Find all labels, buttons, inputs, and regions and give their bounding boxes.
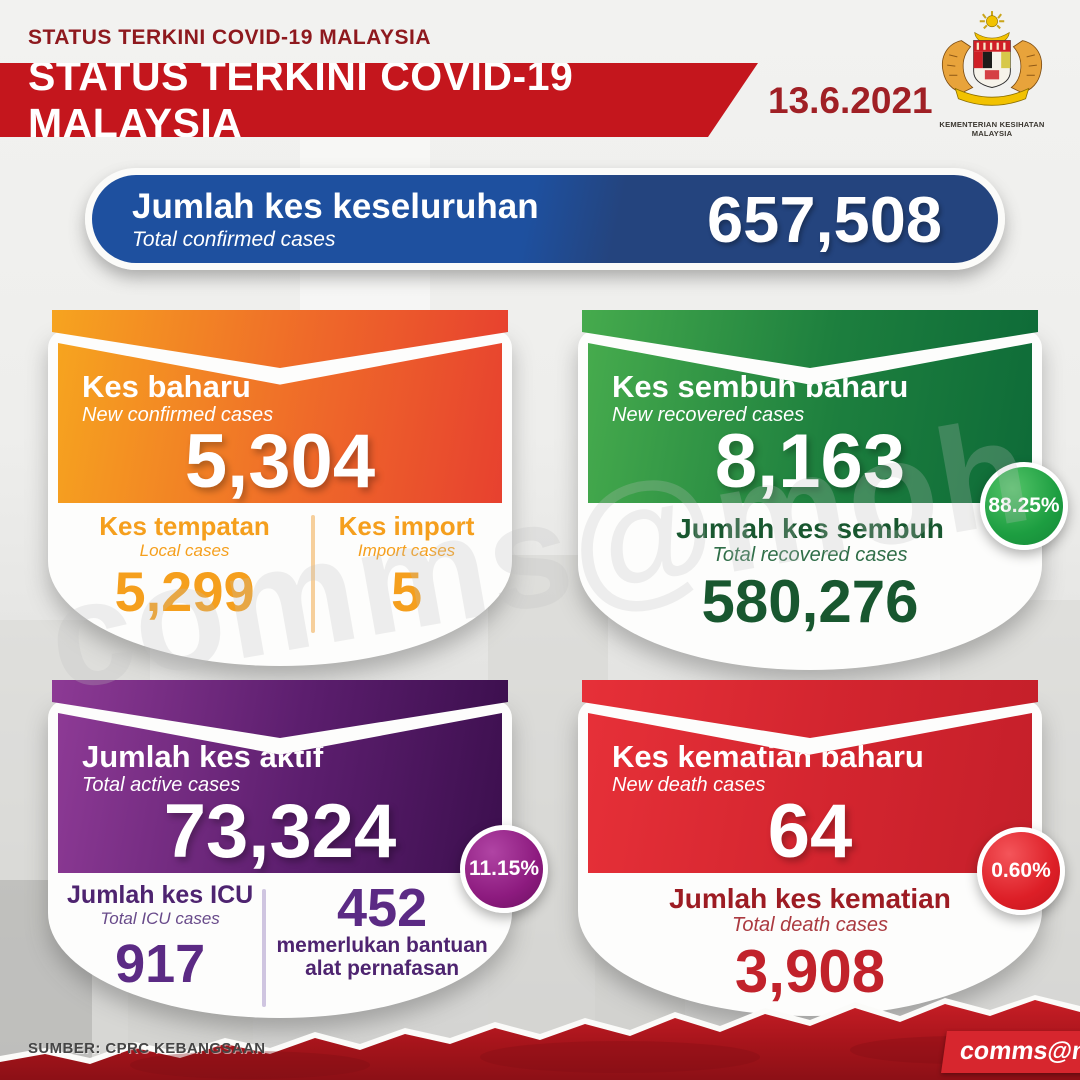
banner-title: STATUS TERKINI COVID-19 MALAYSIA <box>28 53 574 146</box>
icu-label-en: Total ICU cases <box>100 909 220 928</box>
active-value: 73,324 <box>163 789 397 875</box>
card-new-cases: Kes baharu New confirmed cases 5,304 Kes… <box>48 310 512 666</box>
total-deaths-value: 3,908 <box>734 938 886 1005</box>
total-deaths-label-en: Total death cases <box>731 914 889 936</box>
card-footer-area: Jumlah kes kematian Total death cases 3,… <box>588 873 1032 1023</box>
icu-label-my: Jumlah kes ICU <box>67 881 254 909</box>
total-recovered-label-en: Total recovered cases <box>712 544 908 566</box>
card-active: Jumlah kes aktif Total active cases 73,3… <box>48 680 548 1018</box>
moh-logo: KEMENTERIAN KESIHATAN MALAYSIA <box>926 8 1058 138</box>
active-title-en: Total active cases <box>82 774 241 796</box>
total-cases-labels: Jumlah kes keseluruhan Total confirmed c… <box>132 187 539 252</box>
local-cases-block: Kes tempatan Local cases 5,299 <box>58 503 311 620</box>
credit-badge: comms@moh <box>941 1031 1080 1073</box>
page-title: STATUS TERKINI COVID-19 MALAYSIA <box>28 26 431 49</box>
icu-value: 917 <box>115 934 206 994</box>
new-cases-title-my: Kes baharu <box>82 369 251 404</box>
active-rate-badge: 11.15% <box>460 825 548 913</box>
icu-block: Jumlah kes ICU Total ICU cases 917 <box>58 873 262 991</box>
total-cases-label-en: Total confirmed cases <box>132 227 336 251</box>
ventilator-value: 452 <box>337 878 428 938</box>
recovered-value: 8,163 <box>714 419 906 505</box>
local-cases-value: 5,299 <box>114 560 255 623</box>
total-recovered-value: 580,276 <box>701 568 919 635</box>
card-footer-area: Jumlah kes ICU Total ICU cases 917 452 m… <box>58 873 502 1023</box>
deaths-value: 64 <box>767 789 853 875</box>
column-divider <box>311 515 316 633</box>
malaysia-coat-of-arms-icon <box>941 11 1043 106</box>
recovered-rate-badge: 88.25% <box>980 462 1068 550</box>
import-cases-value: 5 <box>390 560 423 623</box>
import-cases-label-en: Import cases <box>357 541 456 560</box>
ventilator-block: 452 memerlukan bantuan alat pernafasan <box>262 873 502 991</box>
ventilator-label-line1: memerlukan bantuan <box>276 934 488 957</box>
title-banner: STATUS TERKINI COVID-19 MALAYSIA <box>0 63 758 137</box>
import-cases-block: Kes import Import cases 5 <box>311 503 502 620</box>
torn-red-ribbon <box>0 995 1080 1080</box>
card-recovered: Kes sembuh baharu New recovered cases 8,… <box>578 310 1068 670</box>
death-rate-badge: 0.60% <box>977 827 1065 915</box>
report-date: 13.6.2021 <box>768 80 933 121</box>
new-cases-value: 5,304 <box>184 419 376 505</box>
total-recovered-label-my: Jumlah kes sembuh <box>676 513 944 544</box>
local-cases-label-en: Local cases <box>139 541 230 560</box>
deaths-title-en: New death cases <box>612 774 766 796</box>
total-cases-value: 657,508 <box>707 182 942 256</box>
new-cases-title-en: New confirmed cases <box>82 404 274 426</box>
import-cases-label-my: Kes import <box>338 511 475 541</box>
card-footer-area: Jumlah kes sembuh Total recovered cases … <box>588 503 1032 653</box>
ministry-name: KEMENTERIAN KESIHATAN MALAYSIA <box>939 120 1045 138</box>
card-footer-area: Kes tempatan Local cases 5,299 Kes impor… <box>58 503 502 653</box>
column-divider <box>262 889 267 1007</box>
total-cases-banner: Jumlah kes keseluruhan Total confirmed c… <box>85 168 1005 270</box>
source-credit: SUMBER: CPRC KEBANGSAAN <box>28 1040 266 1057</box>
total-cases-label-my: Jumlah kes keseluruhan <box>132 186 539 226</box>
recovered-title-en: New recovered cases <box>612 404 805 426</box>
ventilator-label-line2: alat pernafasan <box>305 956 460 980</box>
local-cases-label-my: Kes tempatan <box>99 511 270 541</box>
card-colored-body: Kes baharu New confirmed cases 5,304 <box>58 343 502 503</box>
card-deaths: Kes kematian baharu New death cases 64 J… <box>578 680 1065 1016</box>
total-deaths-label-my: Jumlah kes kematian <box>669 883 951 914</box>
